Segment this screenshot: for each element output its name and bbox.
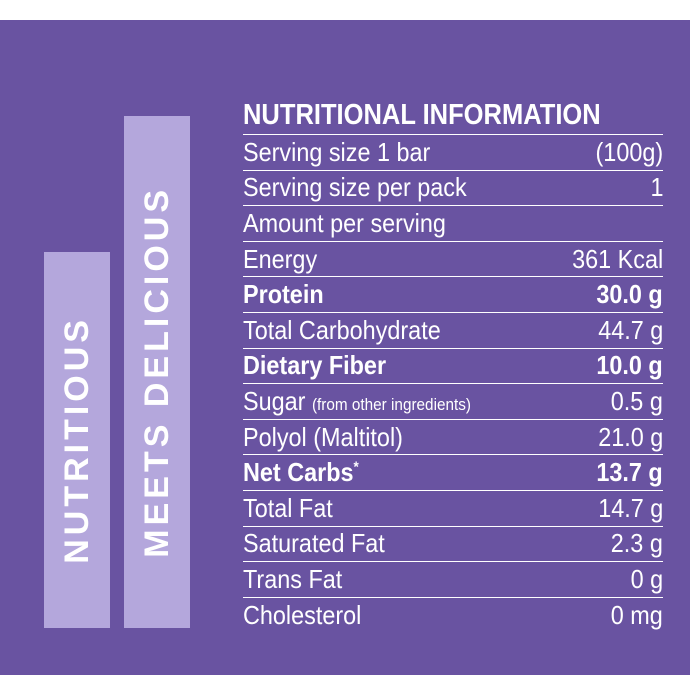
- table-row: Polyol (Maltitol) 21.0 g: [243, 418, 663, 455]
- row-label-cell: Total Carbohydrate: [243, 315, 441, 346]
- row-label: Polyol (Maltitol): [243, 421, 403, 452]
- row-label: Sugar: [243, 385, 306, 416]
- table-row: Protein 30.0 g: [243, 276, 663, 312]
- row-label-cell: Serving size 1 bar: [243, 137, 430, 168]
- row-label: Cholesterol: [243, 599, 362, 630]
- row-value: (100g): [595, 136, 663, 167]
- side-bar: MEETS DELICIOUS: [124, 116, 190, 628]
- table-row: Amount per serving: [243, 205, 663, 241]
- row-value: 361 Kcal: [571, 243, 663, 274]
- row-note: (from other ingredients): [311, 394, 471, 414]
- table-row: Cholesterol 0 mg: [243, 596, 663, 633]
- label-panel: NUTRITIOUS MEETS DELICIOUS NUTRITIONAL I…: [0, 20, 690, 675]
- row-label-cell: Total Fat: [243, 493, 333, 524]
- table-row: Serving size per pack 1: [243, 169, 663, 206]
- table-row: Sugar (from other ingredients) 0.5 g: [243, 383, 663, 419]
- row-label: Serving size 1 bar: [243, 136, 431, 167]
- table-row: Net Carbs* 13.7 g: [243, 454, 663, 490]
- row-label: Saturated Fat: [243, 528, 385, 559]
- row-label: Total Carbohydrate: [243, 314, 441, 345]
- row-value: 1: [649, 172, 663, 203]
- row-label-cell: Trans Fat: [243, 564, 342, 595]
- row-label-cell: Net Carbs*: [243, 457, 359, 488]
- row-label-cell: Serving size per pack: [243, 172, 467, 203]
- table-row: Total Fat 14.7 g: [243, 489, 663, 526]
- table-row: Total Carbohydrate 44.7 g: [243, 311, 663, 348]
- row-value: 0 g: [630, 563, 663, 594]
- row-value: 2.3 g: [610, 528, 663, 559]
- row-label-cell: Polyol (Maltitol): [243, 422, 403, 453]
- table-row: Dietary Fiber 10.0 g: [243, 347, 663, 384]
- row-value: 0.5 g: [610, 385, 663, 416]
- table-row: Saturated Fat 2.3 g: [243, 525, 663, 562]
- row-label: Dietary Fiber: [243, 350, 387, 381]
- row-value: 13.7 g: [596, 457, 663, 488]
- row-value: 44.7 g: [597, 314, 663, 345]
- row-label-cell: Amount per serving: [243, 208, 446, 239]
- table-row: Energy 361 Kcal: [243, 240, 663, 277]
- row-value: 14.7 g: [597, 492, 663, 523]
- side-label: MEETS DELICIOUS: [137, 186, 176, 558]
- row-label-cell: Protein: [243, 279, 324, 310]
- row-label: Protein: [243, 279, 324, 310]
- table-row: Serving size 1 bar (100g): [243, 134, 663, 170]
- row-label-cell: Dietary Fiber: [243, 350, 386, 381]
- row-label: Net Carbs: [243, 457, 354, 488]
- row-label-cell: Sugar (from other ingredients): [243, 386, 471, 417]
- row-label: Serving size per pack: [243, 172, 467, 203]
- row-value: 0 mg: [610, 599, 663, 630]
- row-label-cell: Saturated Fat: [243, 528, 385, 559]
- table-row: Trans Fat 0 g: [243, 561, 663, 597]
- side-bar: NUTRITIOUS: [44, 252, 110, 628]
- row-label-cell: Cholesterol: [243, 600, 361, 631]
- row-value: 10.0 g: [596, 350, 663, 381]
- side-label: NUTRITIOUS: [57, 316, 96, 564]
- row-label: Total Fat: [243, 492, 333, 523]
- row-label: Trans Fat: [243, 563, 343, 594]
- table-title: NUTRITIONAL INFORMATION: [243, 99, 601, 131]
- row-value: 21.0 g: [597, 421, 663, 452]
- row-value: 30.0 g: [596, 279, 663, 310]
- row-label-cell: Energy: [243, 244, 317, 275]
- row-label: Amount per serving: [243, 207, 446, 238]
- footnote-mark: *: [353, 458, 359, 476]
- row-label: Energy: [243, 243, 318, 274]
- nutrition-table: NUTRITIONAL INFORMATION Serving size 1 b…: [243, 96, 663, 632]
